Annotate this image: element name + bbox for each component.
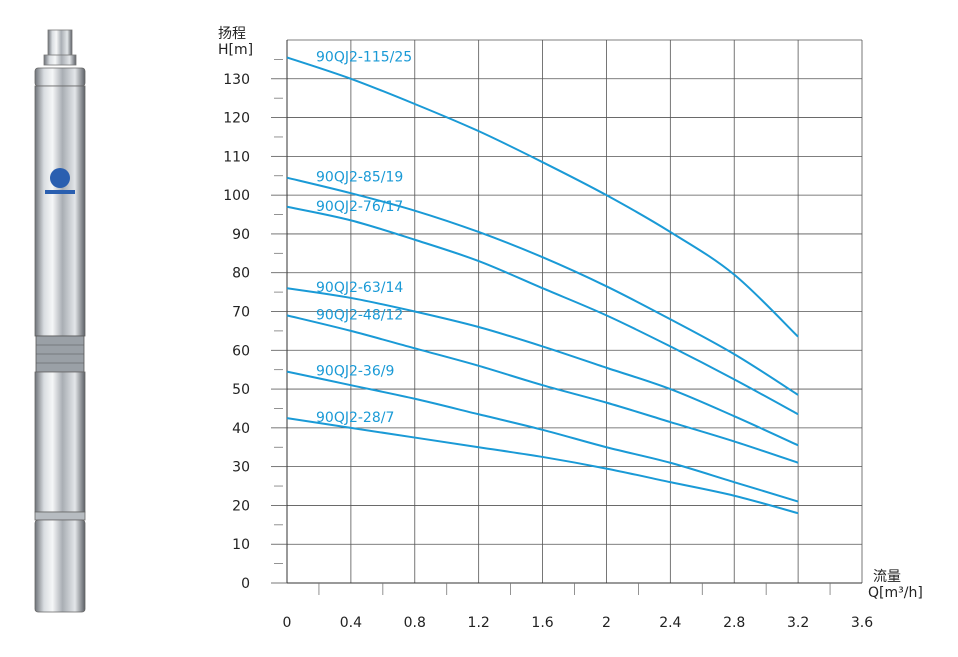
series-label-7: 90QJ2-28/7 xyxy=(316,410,394,426)
y-tick-label: 100 xyxy=(223,188,250,204)
y-tick-label: 70 xyxy=(232,305,250,321)
x-tick-label: 1.2 xyxy=(468,615,490,631)
x-tick-label: 0.4 xyxy=(340,615,362,631)
series-label-3: 90QJ2-76/17 xyxy=(316,199,403,215)
x-tick-label: 2 xyxy=(602,615,611,631)
y-tick-label: 80 xyxy=(232,266,250,282)
series-curves xyxy=(286,56,799,515)
series-curve-2 xyxy=(286,176,799,396)
x-tick-label: 2.4 xyxy=(659,615,681,631)
series-label-5: 90QJ2-48/12 xyxy=(316,307,403,323)
series-curve-5 xyxy=(286,314,799,464)
x-tick-label: 1.6 xyxy=(531,615,553,631)
y-axis-title: H[m] xyxy=(218,42,253,58)
series-curve-6 xyxy=(286,370,799,503)
y-tick-label: 110 xyxy=(223,149,250,165)
y-tick-label: 60 xyxy=(232,343,250,359)
y-tick-label: 20 xyxy=(232,498,250,514)
series-curve-7 xyxy=(286,417,799,515)
series-curve-3 xyxy=(286,205,799,416)
x-tick-label: 3.6 xyxy=(851,615,873,631)
x-tick-label: 0 xyxy=(283,615,292,631)
y-tick-label: 40 xyxy=(232,421,250,437)
series-label-6: 90QJ2-36/9 xyxy=(316,364,394,380)
series-label-1: 90QJ2-115/25 xyxy=(316,49,412,65)
series-labels: 90QJ2-115/25 90QJ2-85/19 90QJ2-76/17 90QJ2-… xyxy=(316,49,412,426)
x-tick-label: 3.2 xyxy=(787,615,809,631)
series-curve-4 xyxy=(286,287,799,447)
y-tick-label: 30 xyxy=(232,460,250,476)
y-tick-label: 120 xyxy=(223,111,250,127)
y-tick-label: 90 xyxy=(232,227,250,243)
series-label-2: 90QJ2-85/19 xyxy=(316,170,403,186)
y-axis-title-cn: 扬程 xyxy=(218,26,246,42)
pump-image xyxy=(34,29,86,613)
x-tick-label: 0.8 xyxy=(404,615,426,631)
y-tick-label: 10 xyxy=(232,537,250,553)
chart-grid xyxy=(287,39,863,583)
series-curve-1 xyxy=(286,56,799,338)
brand-logo-icon xyxy=(50,168,70,188)
x-axis-title-cn: 流量 xyxy=(873,569,901,585)
y-tick-label: 0 xyxy=(241,576,250,592)
chart-axes: 0 10 20 30 40 50 60 70 80 90 100 110 120 130 0 0.4 0.8 1.… xyxy=(223,40,873,631)
y-tick-label: 130 xyxy=(223,72,250,88)
series-label-4: 90QJ2-63/14 xyxy=(316,280,403,296)
x-tick-label: 2.8 xyxy=(723,615,745,631)
x-axis-title: Q[m³/h] xyxy=(868,585,923,601)
y-tick-label: 50 xyxy=(232,382,250,398)
